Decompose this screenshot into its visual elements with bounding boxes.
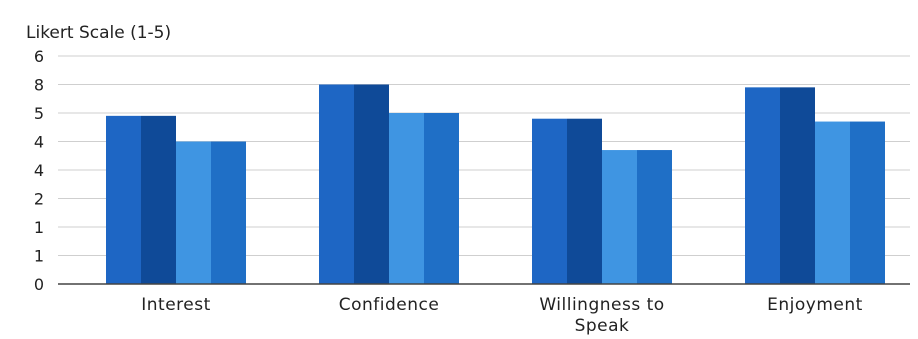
- y-tick-label: 0: [34, 275, 44, 294]
- bar: [389, 113, 459, 284]
- y-axis-label: Likert Scale (1-5): [26, 23, 171, 43]
- x-category-label: Confidence: [339, 295, 440, 315]
- bar: [815, 121, 885, 284]
- y-tick-label: 2: [34, 190, 44, 209]
- y-tick-label: 5: [34, 104, 44, 123]
- y-axis-ticks: 0 1 1 2 4 4 5 8 6: [34, 47, 44, 294]
- bar: [319, 84, 389, 284]
- bar: [745, 87, 815, 284]
- bar: [176, 141, 246, 284]
- x-category-label: Interest: [141, 295, 211, 315]
- y-tick-label: 6: [34, 47, 44, 66]
- bar: [106, 115, 176, 284]
- x-category-label: Willingness to: [539, 295, 664, 315]
- bar: [602, 150, 672, 284]
- x-category-label: Enjoyment: [767, 295, 863, 315]
- y-tick-label: 1: [34, 218, 44, 237]
- y-tick-label: 1: [34, 247, 44, 266]
- y-tick-label: 4: [34, 133, 44, 152]
- bars: [106, 84, 885, 284]
- bar: [532, 118, 602, 284]
- y-tick-label: 8: [34, 76, 44, 95]
- x-category-label: Speak: [575, 316, 630, 336]
- y-tick-label: 4: [34, 161, 44, 180]
